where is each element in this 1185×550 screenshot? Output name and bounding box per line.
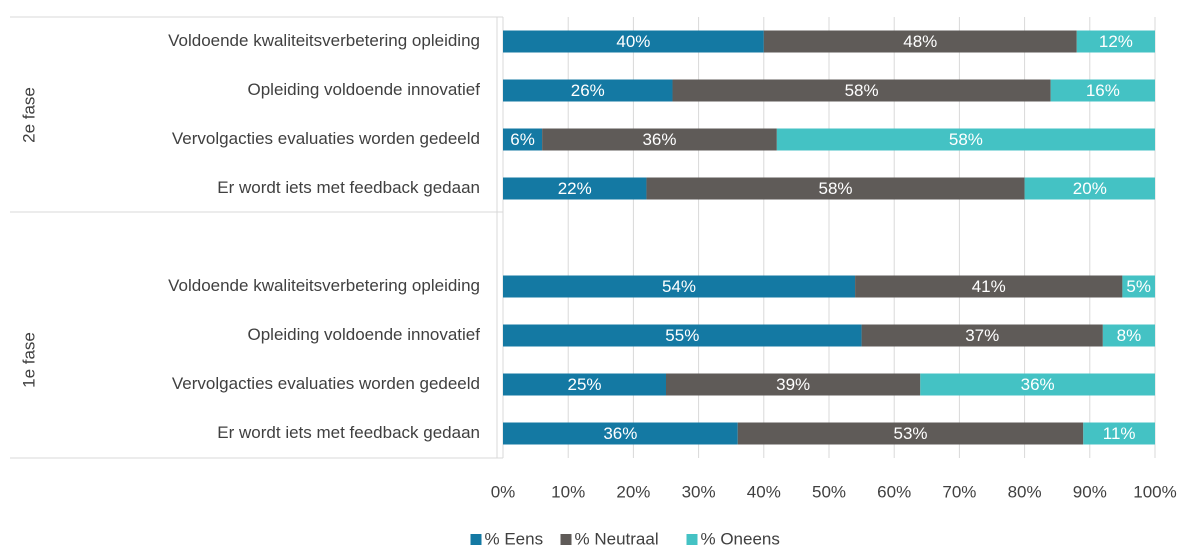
legend-swatch: [560, 534, 572, 545]
bar-segment: [672, 79, 1051, 102]
value-label: 48%: [903, 32, 937, 51]
value-label: 25%: [567, 375, 601, 394]
value-label: 5%: [1126, 277, 1151, 296]
value-label: 37%: [965, 326, 999, 345]
category-label: Vervolgacties evaluaties worden gedeeld: [172, 129, 480, 148]
legend-label: % Eens: [485, 529, 544, 548]
value-label: 58%: [949, 130, 983, 149]
bar-segment: [1050, 79, 1155, 102]
x-tick-label: 80%: [1008, 482, 1042, 501]
category-label: Opleiding voldoende innovatief: [247, 325, 480, 344]
value-label: 36%: [1021, 375, 1055, 394]
bar-segment: [737, 422, 1084, 445]
bar-segment: [666, 373, 921, 396]
value-label: 6%: [510, 130, 535, 149]
value-label: 58%: [845, 81, 879, 100]
bar-segment: [542, 128, 777, 151]
legend-swatch: [686, 534, 698, 545]
bar-segment: [1083, 422, 1155, 445]
x-tick-label: 90%: [1073, 482, 1107, 501]
bar-segment: [855, 275, 1123, 298]
bar-segment: [503, 177, 647, 200]
x-tick-label: 40%: [747, 482, 781, 501]
bar-segment: [920, 373, 1155, 396]
x-tick-label: 70%: [942, 482, 976, 501]
x-tick-label: 30%: [682, 482, 716, 501]
x-tick-label: 100%: [1133, 482, 1176, 501]
value-label: 22%: [558, 179, 592, 198]
bar-segment: [503, 373, 666, 396]
x-tick-label: 60%: [877, 482, 911, 501]
bar-segment: [503, 79, 673, 102]
value-label: 41%: [972, 277, 1006, 296]
category-label: Opleiding voldoende innovatief: [247, 80, 480, 99]
group-label: 1e fase: [19, 332, 38, 388]
x-tick-label: 0%: [491, 482, 516, 501]
value-label: 58%: [819, 179, 853, 198]
bar-segment: [503, 275, 856, 298]
value-label: 40%: [616, 32, 650, 51]
value-label: 20%: [1073, 179, 1107, 198]
legend-label: % Neutraal: [575, 529, 659, 548]
bar-segment: [861, 324, 1103, 347]
value-label: 8%: [1117, 326, 1142, 345]
bar-segment: [1024, 177, 1155, 200]
bar-segment: [503, 30, 764, 53]
value-label: 36%: [603, 424, 637, 443]
value-label: 55%: [665, 326, 699, 345]
value-label: 26%: [571, 81, 605, 100]
x-tick-label: 10%: [551, 482, 585, 501]
value-label: 39%: [776, 375, 810, 394]
value-label: 16%: [1086, 81, 1120, 100]
bar-segment: [503, 324, 862, 347]
bar-segment: [503, 422, 738, 445]
legend-label: % Oneens: [701, 529, 780, 548]
category-label: Voldoende kwaliteitsverbetering opleidin…: [168, 31, 480, 50]
bar-segment: [646, 177, 1025, 200]
value-label: 36%: [642, 130, 676, 149]
x-tick-label: 20%: [616, 482, 650, 501]
legend-swatch: [470, 534, 482, 545]
bar-segment: [503, 128, 543, 151]
value-label: 12%: [1099, 32, 1133, 51]
category-label: Er wordt iets met feedback gedaan: [217, 423, 480, 442]
category-label: Vervolgacties evaluaties worden gedeeld: [172, 374, 480, 393]
bar-segment: [1122, 275, 1155, 298]
value-label: 11%: [1103, 424, 1136, 443]
group-label: 2e fase: [19, 87, 38, 143]
x-tick-label: 50%: [812, 482, 846, 501]
value-label: 53%: [893, 424, 927, 443]
category-label: Er wordt iets met feedback gedaan: [217, 178, 480, 197]
bar-segment: [1076, 30, 1155, 53]
bar-segment: [763, 30, 1077, 53]
value-label: 54%: [662, 277, 696, 296]
bar-segment: [776, 128, 1155, 151]
category-label: Voldoende kwaliteitsverbetering opleidin…: [168, 276, 480, 295]
bar-segment: [1102, 324, 1155, 347]
